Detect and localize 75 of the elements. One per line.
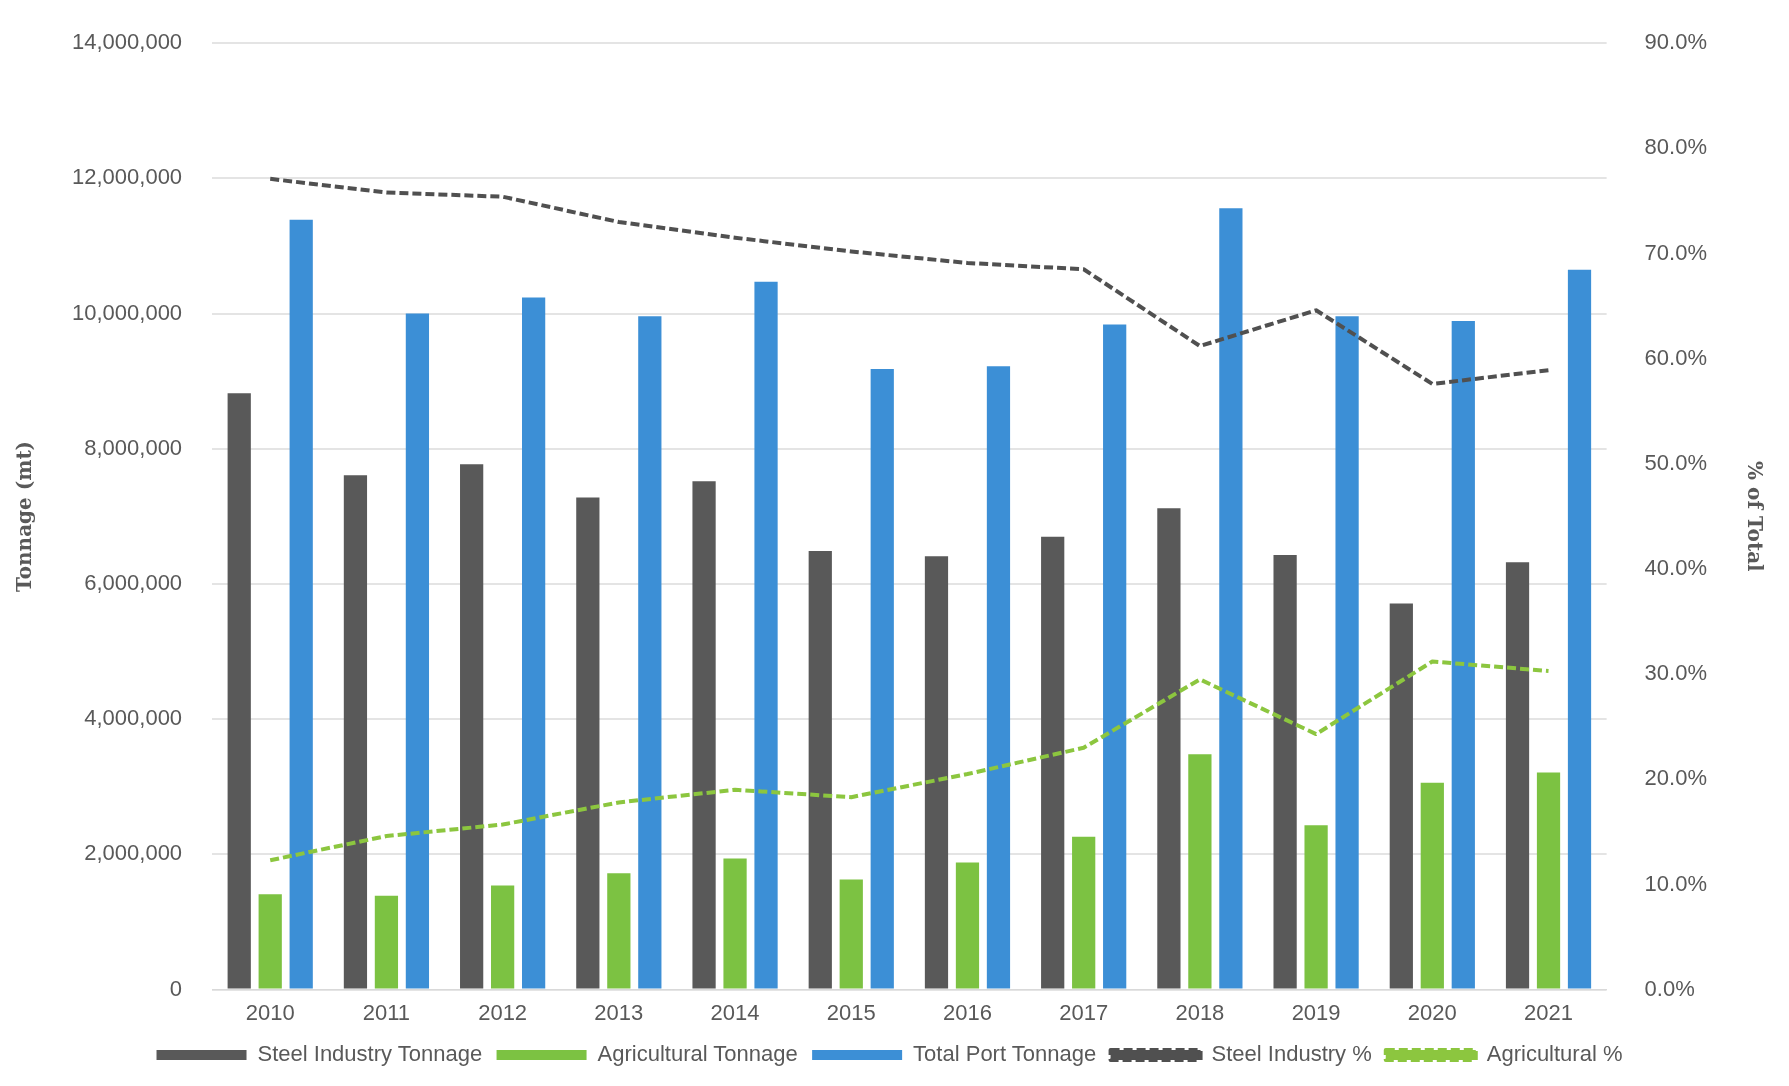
bar [491, 885, 515, 989]
bar [1567, 269, 1592, 989]
bar [258, 894, 282, 989]
bar [374, 895, 399, 989]
bar [1420, 782, 1444, 989]
y-tick-label: 12,000,000 [72, 164, 183, 190]
bar [343, 475, 368, 989]
bar [808, 550, 832, 989]
x-tick-label: 2018 [1175, 999, 1225, 1025]
y-axis-title: Tonnage (mt) [12, 440, 37, 592]
bar [692, 481, 716, 989]
y-tick-label: 8,000,000 [84, 434, 183, 460]
x-tick-label: 2014 [710, 999, 760, 1025]
y2-tick-label: 80.0% [1644, 134, 1708, 160]
y2-tick-label: 70.0% [1644, 239, 1708, 265]
x-tick-label: 2011 [362, 999, 411, 1025]
bar [839, 879, 863, 989]
bar [1389, 603, 1413, 989]
legend-label: Agricultural % [1486, 1041, 1623, 1067]
bar [924, 556, 949, 989]
bar [405, 313, 430, 989]
bar [1273, 554, 1297, 989]
bar [289, 219, 313, 989]
x-tick-label: 2010 [245, 999, 295, 1025]
bar [1219, 208, 1243, 989]
bar [955, 862, 980, 989]
y2-tick-label: 90.0% [1644, 29, 1708, 55]
bar [1157, 508, 1181, 989]
y2-tick-label: 10.0% [1644, 870, 1708, 896]
y-tick-label: 2,000,000 [84, 840, 183, 866]
bar [754, 281, 778, 989]
bar [1072, 836, 1096, 989]
bar [1335, 316, 1359, 989]
bar [460, 464, 484, 989]
x-tick-label: 2019 [1291, 999, 1341, 1025]
x-tick-label: 2015 [826, 999, 876, 1025]
x-tick-label: 2020 [1407, 999, 1457, 1025]
bar [227, 393, 251, 989]
bar [638, 316, 662, 989]
legend-label: Total Port Tonnage [913, 1041, 1097, 1067]
bar [1451, 321, 1475, 989]
y2-tick-label: 0.0% [1644, 975, 1695, 1001]
x-tick-label: 2017 [1059, 999, 1109, 1025]
y2-tick-label: 60.0% [1644, 344, 1708, 370]
y-tick-label: 10,000,000 [72, 299, 183, 325]
y2-tick-label: 20.0% [1644, 765, 1708, 791]
bar [522, 297, 546, 989]
x-tick-label: 2021 [1524, 999, 1573, 1025]
bar [607, 873, 631, 989]
legend-label: Steel Industry Tonnage [257, 1041, 483, 1067]
bar [1505, 562, 1530, 989]
bar [723, 858, 747, 989]
x-tick-label: 2012 [478, 999, 528, 1025]
bar [870, 369, 894, 989]
y2-tick-label: 30.0% [1644, 660, 1708, 686]
legend-label: Agricultural Tonnage [597, 1041, 798, 1067]
bar [1103, 324, 1127, 989]
y-tick-label: 14,000,000 [72, 29, 183, 55]
bar [1536, 772, 1561, 989]
y-tick-label: 0 [169, 975, 183, 1001]
bar [576, 497, 600, 989]
legend-label: Steel Industry % [1211, 1041, 1372, 1067]
y2-tick-label: 40.0% [1644, 555, 1708, 581]
bar [1041, 536, 1065, 989]
bar [986, 366, 1011, 989]
y-tick-label: 4,000,000 [84, 705, 183, 731]
bar [1188, 754, 1212, 989]
y2-axis-title: % of Total [1742, 461, 1767, 573]
line-series [268, 659, 1551, 863]
x-tick-label: 2016 [942, 999, 992, 1025]
line-series [268, 176, 1551, 386]
y2-tick-label: 50.0% [1644, 449, 1708, 475]
bar [1304, 825, 1328, 989]
y-tick-label: 6,000,000 [84, 570, 183, 596]
x-tick-label: 2013 [594, 999, 644, 1025]
